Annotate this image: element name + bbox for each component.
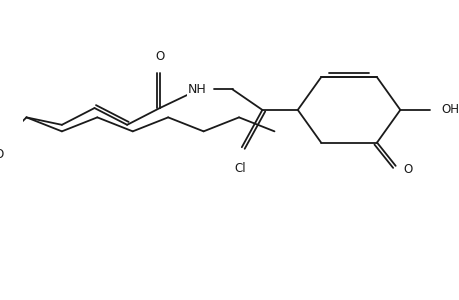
Text: Cl: Cl bbox=[234, 162, 245, 175]
Text: O: O bbox=[402, 163, 411, 176]
Text: O: O bbox=[155, 50, 164, 63]
Text: OH: OH bbox=[440, 103, 459, 116]
Text: NH: NH bbox=[187, 83, 206, 96]
Text: O: O bbox=[0, 148, 4, 161]
